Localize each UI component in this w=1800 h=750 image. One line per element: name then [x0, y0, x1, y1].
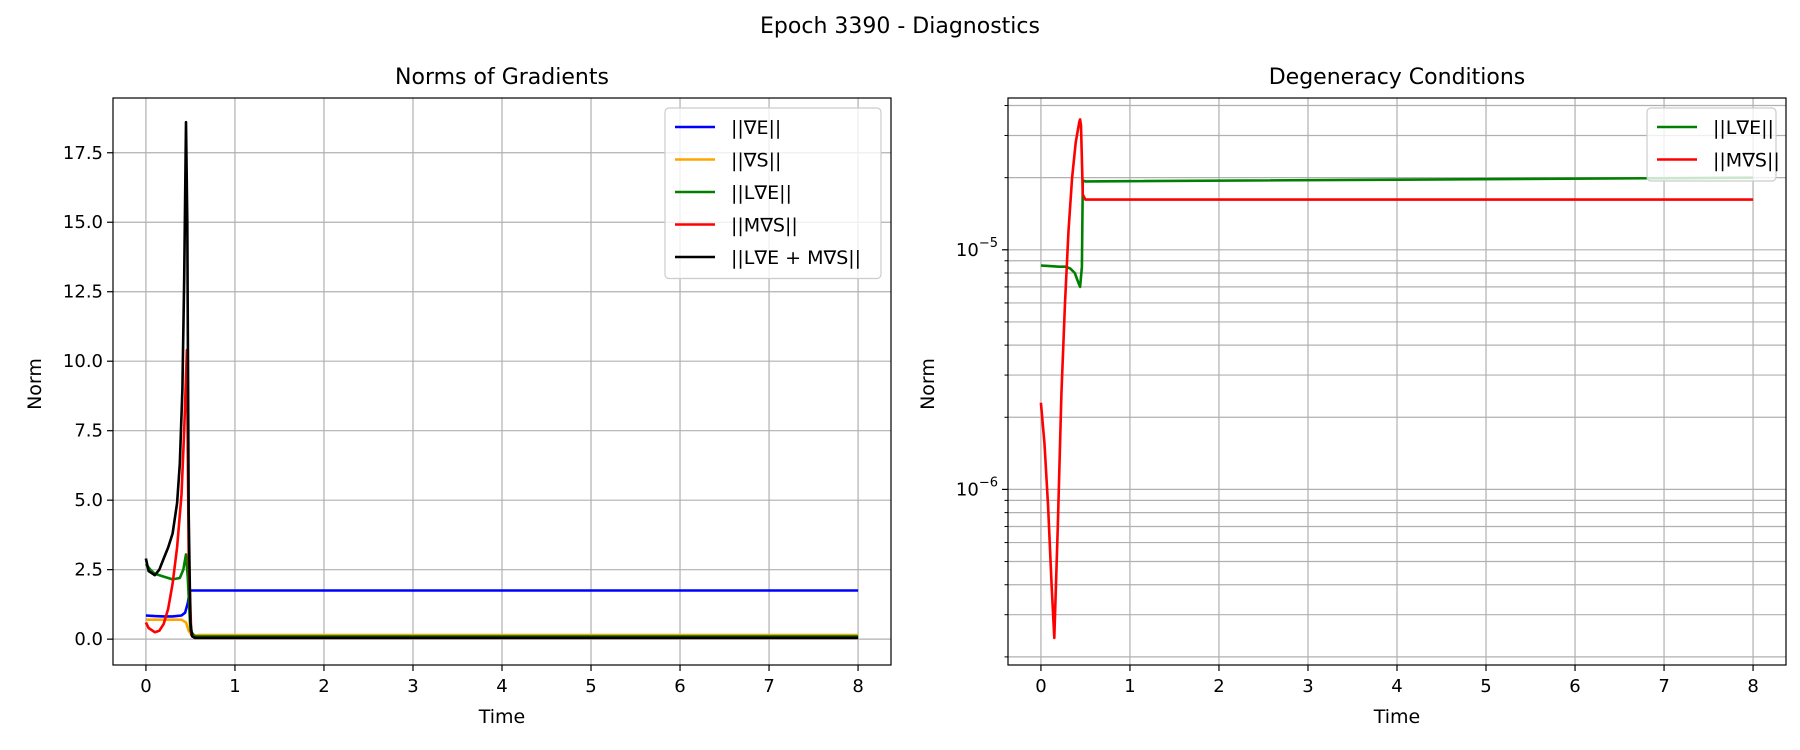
- x-tick-label: 8: [1747, 676, 1758, 697]
- gradient-norms-x-ticks: 0 1 2 3 4 5 6 7 8: [140, 665, 864, 697]
- y-tick-label: 10−6: [956, 475, 998, 500]
- legend-label: ||∇E||: [731, 117, 781, 139]
- y-tick-label: 12.5: [63, 282, 103, 303]
- x-tick-label: 3: [1302, 676, 1313, 697]
- x-tick-label: 0: [1035, 676, 1046, 697]
- gradient-norms-axes-frame: [112, 97, 892, 666]
- figure-suptitle: Epoch 3390 - Diagnostics: [760, 14, 1040, 39]
- gradient-norms-chart: Norms of Gradients Time Norm 0 1 2 3 4 5 6 7 8 0…: [24, 65, 892, 728]
- y-tick-label: 2.5: [74, 560, 103, 581]
- gradient-norms-y-ticks: 0.0 2.5 5.0 7.5 10.0 12.5 15.0 17.5: [63, 143, 113, 650]
- y-tick-label-exponent: −6: [979, 475, 998, 490]
- x-tick-label: 5: [585, 676, 596, 697]
- y-tick-label: 0.0: [74, 629, 103, 650]
- y-tick-label: 17.5: [63, 143, 103, 164]
- y-tick-label: 7.5: [74, 421, 103, 442]
- degeneracy-conditions-xlabel: Time: [1373, 706, 1421, 728]
- y-tick-label-exponent: −5: [979, 236, 998, 251]
- y-tick-label-base: 10: [956, 240, 979, 261]
- gradient-norms-ylabel: Norm: [24, 358, 46, 410]
- legend-label: ||L∇E + M∇S||: [731, 247, 861, 269]
- degeneracy-conditions-series: [1039, 118, 1754, 640]
- x-tick-label: 7: [1658, 676, 1669, 697]
- series-line-l-e-m-s: [144, 120, 859, 640]
- x-tick-label: 1: [229, 676, 240, 697]
- legend-label: ||L∇E||: [731, 182, 792, 204]
- degeneracy-conditions-ylabel: Norm: [917, 358, 939, 410]
- legend-label: ||M∇S||: [1713, 150, 1780, 172]
- degeneracy-conditions-y-ticks: 10−610−5: [956, 105, 1008, 658]
- series-line-m-s: [1039, 118, 1754, 640]
- x-tick-label: 6: [674, 676, 685, 697]
- x-tick-label: 7: [763, 676, 774, 697]
- x-tick-label: 2: [1213, 676, 1224, 697]
- y-tick-label: 5.0: [74, 490, 103, 511]
- x-tick-label: 0: [140, 676, 151, 697]
- degeneracy-conditions-title: Degeneracy Conditions: [1269, 65, 1526, 90]
- gradient-norms-xlabel: Time: [478, 706, 526, 728]
- degeneracy-conditions-grid: [1008, 98, 1786, 665]
- legend-box: [664, 107, 882, 280]
- degeneracy-conditions-legend: ||L∇E|| ||M∇S||: [1646, 107, 1780, 182]
- degeneracy-conditions-chart: Degeneracy Conditions Time Norm 0 1 2 3 4 5 6 7…: [917, 65, 1787, 728]
- x-tick-label: 4: [1391, 676, 1402, 697]
- y-tick-label: 10.0: [63, 351, 103, 372]
- y-tick-label-base: 10: [956, 479, 979, 500]
- degeneracy-conditions-x-ticks: 0 1 2 3 4 5 6 7 8: [1035, 665, 1759, 697]
- degeneracy-conditions-axes-frame: [1007, 97, 1787, 666]
- x-tick-label: 8: [852, 676, 863, 697]
- x-tick-label: 2: [318, 676, 329, 697]
- legend-label: ||∇S||: [731, 150, 781, 172]
- gradient-norms-series: [144, 120, 859, 640]
- y-tick-label: 10−5: [956, 236, 998, 261]
- x-tick-label: 3: [407, 676, 418, 697]
- legend-label: ||M∇S||: [731, 215, 798, 237]
- gradient-norms-legend: ||∇E|| ||∇S|| ||L∇E|| ||M∇S|| ||L∇E + M∇S||: [664, 107, 882, 280]
- legend-label: ||L∇E||: [1713, 117, 1774, 139]
- x-tick-label: 1: [1124, 676, 1135, 697]
- y-tick-label: 15.0: [63, 212, 103, 233]
- x-tick-label: 5: [1480, 676, 1491, 697]
- gradient-norms-title: Norms of Gradients: [395, 65, 609, 90]
- x-tick-label: 6: [1569, 676, 1580, 697]
- x-tick-label: 4: [496, 676, 507, 697]
